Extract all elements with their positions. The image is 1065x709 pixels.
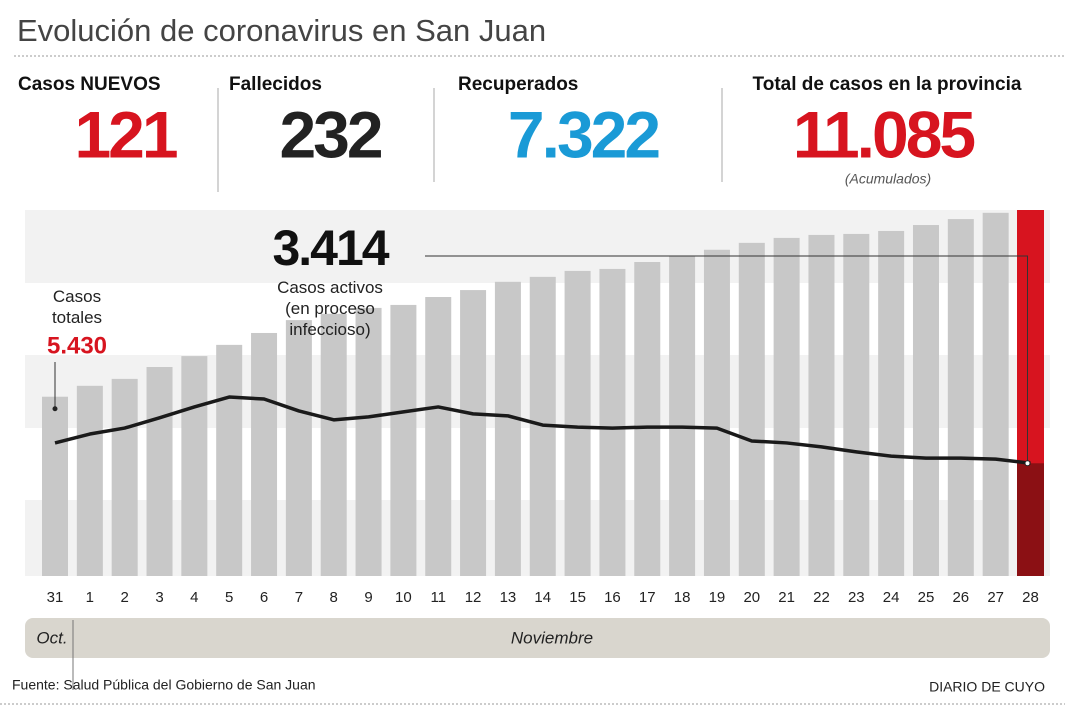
bar	[146, 366, 173, 576]
x-tick-label: 24	[883, 589, 900, 606]
bar	[42, 396, 68, 576]
bar	[76, 385, 103, 576]
active-line	[54, 395, 1031, 466]
value-label: 5.430	[47, 332, 107, 359]
bar	[460, 290, 487, 576]
series-name: Casos activos (en proceso infeccioso)	[277, 278, 383, 339]
x-tick-label: 17	[639, 589, 656, 606]
x-tick-label: 13	[500, 589, 517, 606]
bar	[564, 270, 591, 576]
x-tick-label: 14	[534, 589, 551, 606]
month-band	[25, 618, 1050, 658]
bar	[216, 344, 243, 576]
bar	[634, 262, 661, 576]
x-tick-label: 9	[364, 589, 372, 606]
x-tick-label: 22	[813, 589, 830, 606]
bar	[912, 225, 939, 576]
bar	[285, 320, 312, 576]
source: Fuente: Salud Pública del Gobierno de Sa…	[12, 677, 316, 693]
bar	[669, 256, 696, 576]
x-tick-label: 7	[295, 589, 303, 606]
bar	[425, 297, 452, 576]
x-tick-label: 27	[987, 589, 1004, 606]
x-tick-label: 1	[86, 589, 94, 606]
title: Evolución de coronavirus en San Juan	[17, 13, 546, 48]
value-label: 3.414	[272, 220, 389, 276]
leader	[425, 255, 1028, 464]
bar	[494, 281, 521, 576]
x-tick-label: 5	[225, 589, 233, 606]
x-tick-label: 2	[121, 589, 129, 606]
x-tick-label: 12	[465, 589, 482, 606]
x-tick-label: 6	[260, 589, 268, 606]
dot	[1024, 460, 1031, 467]
x-tick-label: 28	[1022, 589, 1039, 606]
bar	[738, 242, 765, 576]
stat-label: Fallecidos	[229, 74, 322, 95]
month-label: Oct.	[36, 628, 67, 647]
bar	[843, 233, 870, 577]
x-tick-label: 18	[674, 589, 691, 606]
stat-label: Total de casos en la provincia	[753, 74, 1022, 95]
x-tick-label: 8	[330, 589, 338, 606]
x-tick-label: 15	[569, 589, 586, 606]
bar	[878, 230, 905, 576]
bar	[773, 237, 800, 576]
bar	[982, 212, 1009, 576]
stat-value: 121	[74, 97, 176, 171]
bar	[320, 313, 347, 576]
x-tick-label: 10	[395, 589, 412, 606]
x-tick-label: 21	[778, 589, 795, 606]
stat-value: 11.085	[793, 97, 975, 171]
bar	[390, 304, 417, 576]
month-label: Noviembre	[511, 628, 593, 647]
x-tick-label: 11	[430, 589, 446, 606]
x-tick-label: 3	[155, 589, 163, 606]
stat-value: 232	[279, 97, 381, 171]
x-tick-label: 19	[709, 589, 726, 606]
bar	[703, 249, 730, 576]
x-tick-label: 4	[190, 589, 198, 606]
x-tick-label: 31	[47, 589, 64, 606]
stat-label: Casos NUEVOS	[18, 74, 161, 95]
bar	[808, 234, 835, 576]
stat-note: (Acumulados)	[845, 171, 931, 187]
bar	[111, 378, 138, 576]
bar	[355, 307, 382, 576]
x-tick-label: 16	[604, 589, 621, 606]
bar	[947, 219, 974, 576]
x-tick-label: 20	[743, 589, 760, 606]
stat-value: 7.322	[508, 97, 659, 171]
series-name: Casos totales	[51, 287, 103, 327]
active-bar	[1017, 463, 1044, 576]
stat-label: Recuperados	[458, 74, 578, 95]
x-tick-label: 25	[918, 589, 935, 606]
dot	[52, 406, 58, 412]
brand: DIARIO DE CUYO	[929, 679, 1045, 695]
x-tick-label: 26	[952, 589, 969, 606]
bar	[599, 268, 626, 576]
x-tick-label: 23	[848, 589, 865, 606]
bar	[251, 332, 278, 576]
bar	[181, 356, 208, 576]
